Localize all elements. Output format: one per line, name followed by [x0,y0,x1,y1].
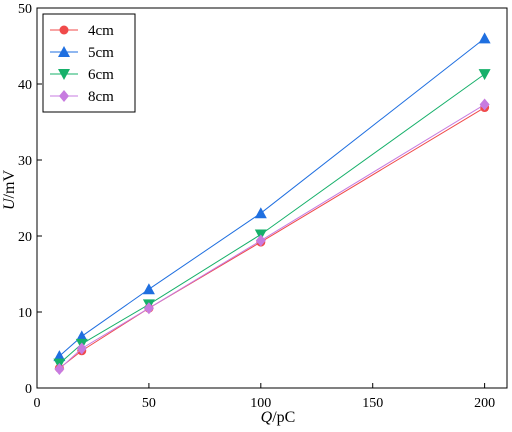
legend-marker [58,69,70,80]
y-tick-label: 30 [18,154,32,169]
series-6cm [53,69,491,370]
legend-label: 8cm [88,89,114,105]
data-point-8cm [76,342,87,355]
data-point-5cm [142,283,155,295]
plot-frame [36,7,508,389]
legend-item-4cm: 4cm [50,23,114,39]
series-line-4cm [59,107,485,369]
data-point-6cm [478,69,491,81]
data-point-5cm [478,32,491,44]
series-5cm [53,32,491,362]
data-point-5cm [75,330,88,342]
y-axis-ticks: 0 10 20 30 40 50 [18,2,42,397]
data-point-5cm [53,350,66,362]
legend-item-8cm: 8cm [50,89,114,105]
y-tick-label: 40 [18,78,32,93]
x-tick-label: 200 [474,396,495,411]
legend-item-5cm: 5cm [50,45,114,61]
y-tick-label: 0 [25,382,32,397]
data-point-8cm [255,234,266,247]
x-tick-label: 50 [142,396,156,411]
series-line-8cm [59,104,485,370]
legend-item-6cm: 6cm [50,67,114,83]
x-tick-label: 0 [34,396,41,411]
series-8cm [54,98,490,375]
y-axis-title: U/mV [1,170,18,210]
data-point-8cm [479,98,490,111]
legend: 4cm 5cm 6cm 8cm [42,13,136,113]
series-layer [53,32,491,375]
x-axis-title: Q/pC [261,409,296,426]
y-tick-label: 20 [18,230,32,245]
legend-marker [59,25,69,35]
legend-label: 4cm [88,23,114,39]
data-point-8cm [54,363,65,375]
series-line-6cm [59,73,485,365]
x-tick-label: 150 [362,396,383,411]
legend-label: 5cm [88,45,114,61]
legend-marker [59,90,69,102]
data-point-8cm [143,302,154,315]
x-tick-label: 100 [250,396,271,411]
series-4cm [54,103,490,373]
y-tick-label: 10 [18,306,32,321]
x-axis-ticks: 0 50 100 150 200 [34,383,495,411]
data-point-5cm [254,207,267,219]
legend-label: 6cm [88,67,114,83]
legend-marker [58,46,70,57]
y-tick-label: 50 [18,2,32,17]
